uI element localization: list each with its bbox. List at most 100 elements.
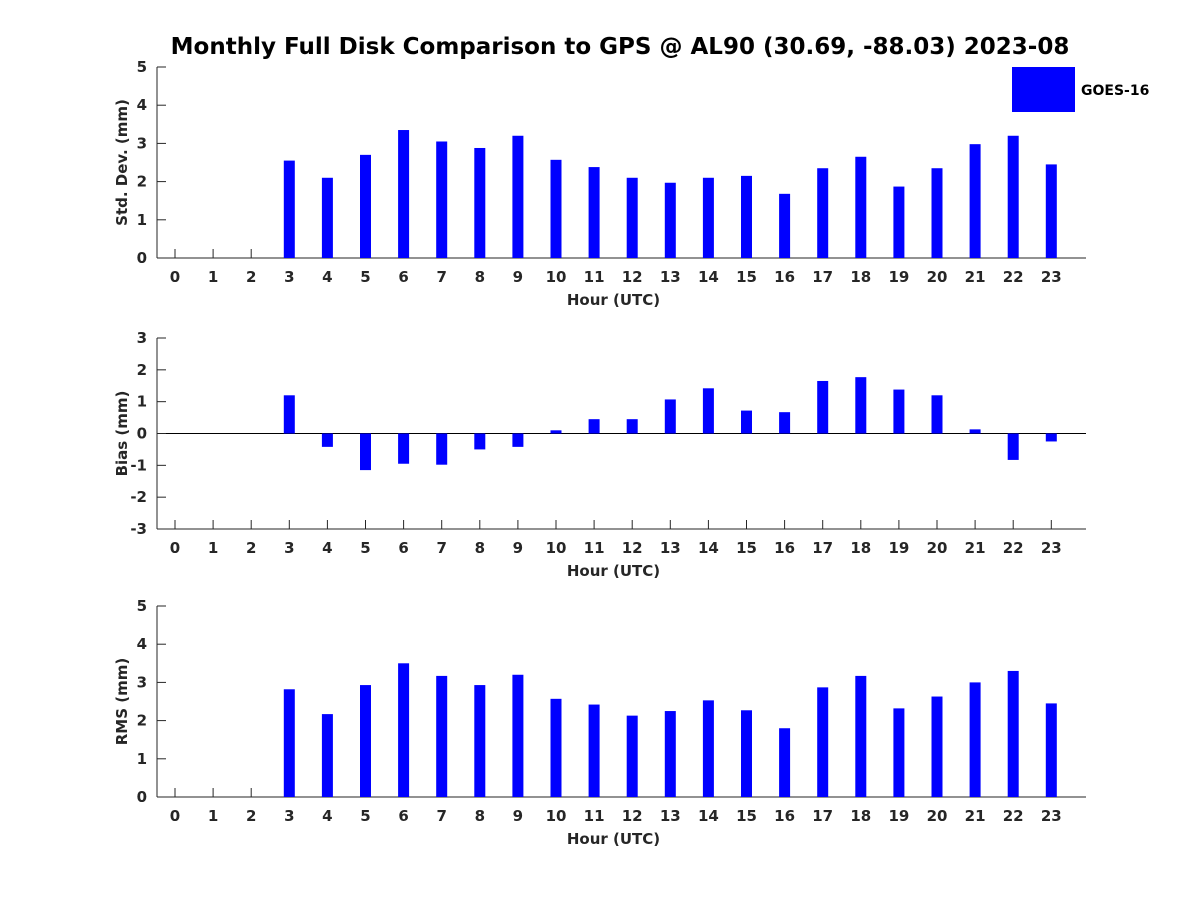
x-tick-label: 12 xyxy=(622,539,643,557)
y-tick-label: 0 xyxy=(137,249,147,267)
bar-hour-11 xyxy=(588,704,600,797)
bar-hour-12 xyxy=(626,419,638,434)
bar-hour-15 xyxy=(741,710,752,797)
y-tick-label: 1 xyxy=(137,393,147,411)
y-tick-label: 4 xyxy=(137,635,147,653)
x-tick-label: 13 xyxy=(660,539,681,557)
x-tick-label: 14 xyxy=(698,268,719,286)
bar-hour-14 xyxy=(702,700,714,797)
bar-hour-20 xyxy=(931,168,943,258)
bar-hour-9 xyxy=(512,433,524,447)
bar-hour-3 xyxy=(283,395,295,434)
x-tick-label: 19 xyxy=(888,268,909,286)
x-tick-label: 23 xyxy=(1041,268,1062,286)
x-axis-label: Hour (UTC) xyxy=(567,562,660,580)
x-tick-label: 1 xyxy=(208,807,218,825)
x-tick-label: 20 xyxy=(927,807,948,825)
bar-hour-5 xyxy=(360,685,371,797)
bar-hour-16 xyxy=(779,193,791,258)
bar-hour-13 xyxy=(664,399,676,434)
y-tick-label: 2 xyxy=(137,361,147,379)
x-tick-label: 17 xyxy=(812,539,833,557)
y-tick-label: 0 xyxy=(137,788,147,806)
bar-hour-8 xyxy=(474,685,486,797)
x-tick-label: 6 xyxy=(398,807,408,825)
x-tick-label: 12 xyxy=(622,807,643,825)
bar-hour-5 xyxy=(360,154,371,258)
bar-hour-8 xyxy=(474,433,486,450)
x-tick-label: 3 xyxy=(284,539,294,557)
y-tick-label: 3 xyxy=(137,134,147,152)
y-tick-label: 5 xyxy=(137,58,147,76)
bar-hour-19 xyxy=(893,708,905,797)
bar-hour-4 xyxy=(321,714,333,797)
bar-hour-13 xyxy=(664,182,676,258)
y-tick-label: -1 xyxy=(130,456,147,474)
x-tick-label: 7 xyxy=(436,268,446,286)
x-tick-label: 21 xyxy=(965,268,986,286)
legend-swatch xyxy=(1012,67,1075,112)
bar-hour-23 xyxy=(1045,703,1057,797)
bar-hour-14 xyxy=(702,177,714,258)
x-tick-label: 4 xyxy=(322,807,332,825)
bar-hour-11 xyxy=(588,167,600,258)
x-tick-label: 0 xyxy=(170,807,180,825)
x-tick-label: 22 xyxy=(1003,807,1024,825)
x-tick-label: 1 xyxy=(208,268,218,286)
bar-hour-8 xyxy=(474,147,486,258)
x-axis-label: Hour (UTC) xyxy=(567,830,660,848)
bar-hour-18 xyxy=(855,675,867,797)
x-tick-label: 3 xyxy=(284,268,294,286)
x-tick-label: 23 xyxy=(1041,539,1062,557)
y-tick-label: -3 xyxy=(130,520,147,538)
y-tick-label: 4 xyxy=(137,96,147,114)
bar-hour-9 xyxy=(512,135,524,258)
x-tick-label: 18 xyxy=(850,807,871,825)
bar-hour-13 xyxy=(664,711,676,797)
y-tick-label: -2 xyxy=(130,488,147,506)
x-tick-label: 12 xyxy=(622,268,643,286)
bar-hour-7 xyxy=(436,433,448,465)
bar-hour-23 xyxy=(1045,164,1057,258)
y-axis-label: Std. Dev. (mm) xyxy=(113,99,131,226)
x-tick-label: 19 xyxy=(888,539,909,557)
x-tick-label: 11 xyxy=(584,807,605,825)
x-tick-label: 10 xyxy=(546,268,567,286)
x-tick-label: 17 xyxy=(812,807,833,825)
bar-hour-20 xyxy=(931,696,943,797)
bar-hour-19 xyxy=(893,389,905,434)
x-tick-label: 13 xyxy=(660,807,681,825)
bar-hour-12 xyxy=(626,715,638,797)
bar-hour-22 xyxy=(1007,670,1019,797)
x-tick-label: 0 xyxy=(170,539,180,557)
bar-hour-9 xyxy=(512,674,524,797)
x-tick-label: 8 xyxy=(475,807,485,825)
x-tick-label: 15 xyxy=(736,807,757,825)
bar-hour-15 xyxy=(741,410,752,434)
bar-hour-22 xyxy=(1007,135,1019,258)
y-tick-label: 1 xyxy=(137,750,147,768)
bar-hour-7 xyxy=(436,141,448,258)
x-tick-label: 16 xyxy=(774,268,795,286)
bar-hour-22 xyxy=(1007,433,1019,460)
bar-hour-21 xyxy=(969,682,981,797)
bar-hour-17 xyxy=(817,687,829,797)
x-tick-label: 8 xyxy=(475,268,485,286)
bar-hour-18 xyxy=(855,156,867,258)
x-tick-label: 9 xyxy=(513,268,523,286)
x-tick-label: 6 xyxy=(398,539,408,557)
bar-hour-6 xyxy=(398,130,410,258)
bar-hour-4 xyxy=(321,177,333,258)
bar-hour-21 xyxy=(969,144,981,258)
x-tick-label: 14 xyxy=(698,807,719,825)
x-tick-label: 5 xyxy=(360,268,370,286)
x-tick-label: 7 xyxy=(436,539,446,557)
x-tick-label: 8 xyxy=(475,539,485,557)
bar-hour-12 xyxy=(626,177,638,258)
bar-hour-16 xyxy=(779,412,791,434)
x-tick-label: 7 xyxy=(436,807,446,825)
bar-hour-7 xyxy=(436,675,448,797)
y-tick-label: 1 xyxy=(137,211,147,229)
